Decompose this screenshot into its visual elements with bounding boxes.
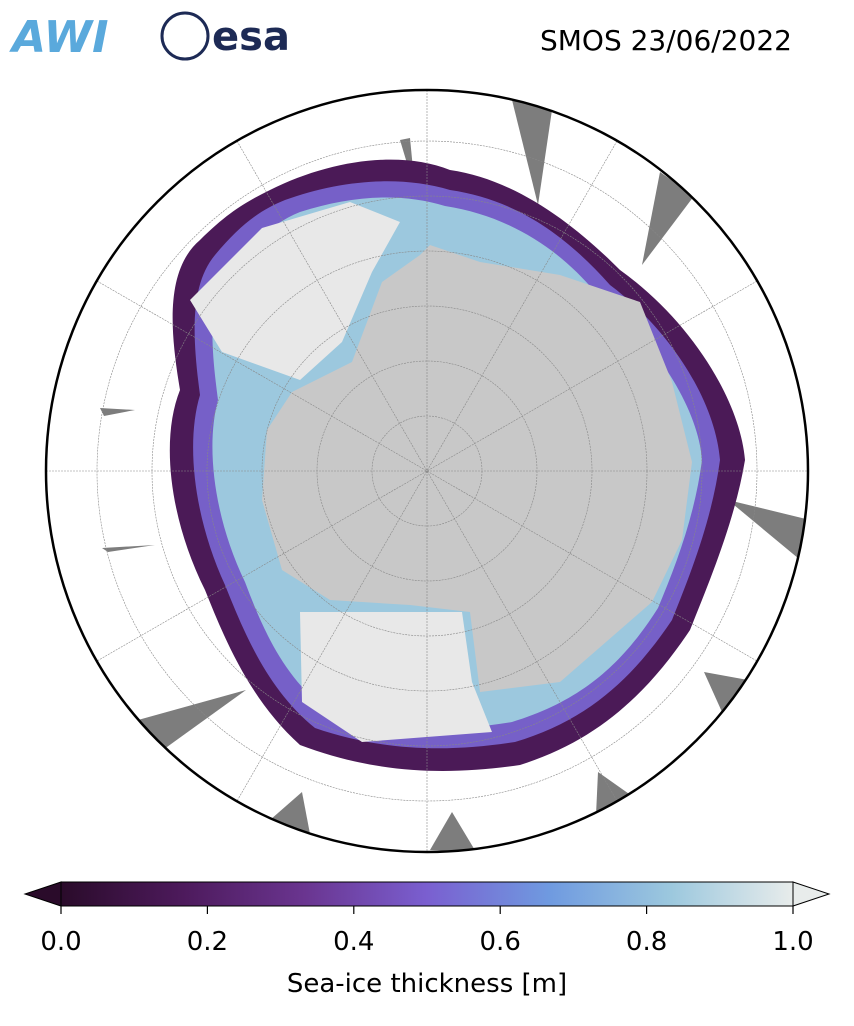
graticule — [46, 90, 808, 852]
antarctica — [262, 245, 692, 692]
awi-logo: AWI — [9, 12, 109, 63]
colorbar-over — [792, 881, 831, 907]
colorbar-label: Sea-ice thickness [m] — [287, 969, 567, 999]
map-frame — [44, 88, 810, 854]
colorbar-tick-label: 0.6 — [480, 927, 521, 957]
colorbar-tick-label: 0.0 — [40, 927, 81, 957]
colorbar-tick-label: 0.2 — [187, 927, 228, 957]
colorbar: Sea-ice thickness [m] 0.0 0.2 0.4 0.6 0.8 1.0 — [23, 881, 831, 999]
map — [46, 90, 808, 852]
colorbar-tick-label: 0.8 — [626, 927, 667, 957]
colorbar-tick-label: 0.4 — [333, 927, 374, 957]
esa-logo: esa — [212, 14, 290, 60]
title: SMOS 23/06/2022 — [540, 24, 792, 57]
logos: AWI esa — [9, 11, 290, 63]
esa-emblem — [160, 11, 210, 61]
weddell-ice — [190, 202, 400, 380]
colorbar-tick-label: 1.0 — [772, 927, 813, 957]
ross-ice — [300, 612, 492, 742]
colorbar-under — [23, 881, 62, 907]
colorbar-ramp — [60, 881, 794, 907]
